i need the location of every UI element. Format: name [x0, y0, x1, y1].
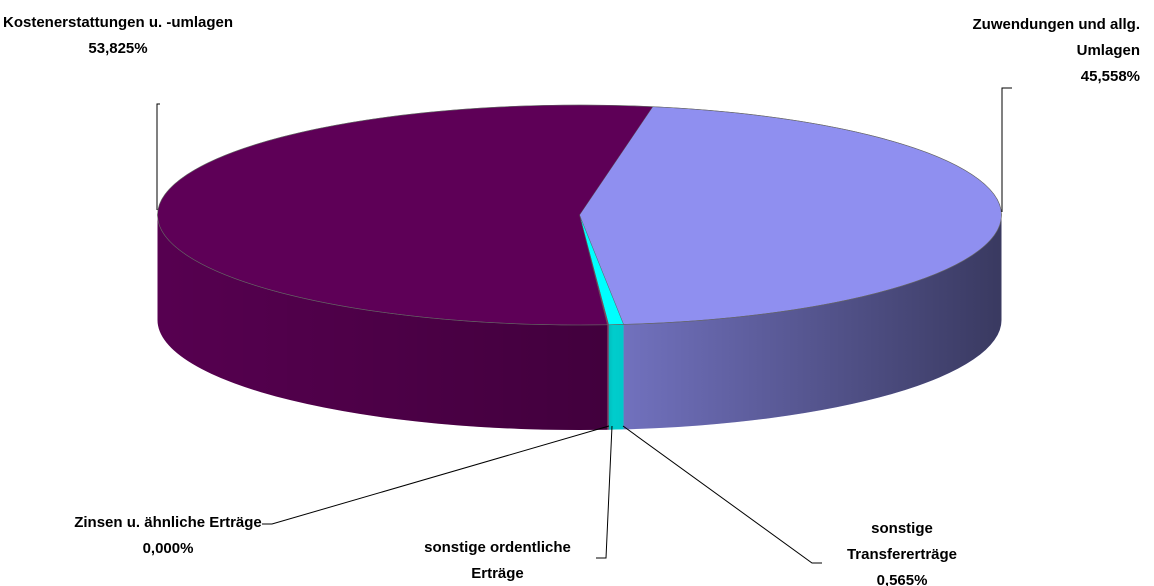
slice-label: Zinsen u. ähnliche Erträge 0,000%	[68, 510, 268, 562]
slice-side-shade	[608, 324, 624, 430]
leader-line	[596, 425, 613, 559]
value-label: 0,000%	[142, 540, 194, 557]
value-label: 45,558%	[1080, 68, 1140, 85]
category-label: sonstige Transfererträge	[846, 520, 958, 563]
leader-line	[262, 425, 610, 525]
slice-label: Zuwendungen und allg. Umlagen 45,558%	[920, 12, 1140, 90]
category-label: Zuwendungen und allg. Umlagen	[972, 16, 1140, 59]
slice-label: sonstige Transfererträge 0,565%	[822, 516, 982, 586]
value-label: 0,565%	[876, 572, 928, 586]
category-label: sonstige ordentliche Erträge	[424, 539, 571, 582]
value-label: 53,825%	[88, 40, 148, 57]
slice-side-shade	[623, 215, 1002, 430]
slice-label: Kostenerstattungen u. -umlagen 53,825%	[0, 10, 236, 62]
category-label: Kostenerstattungen u. -umlagen	[2, 14, 234, 31]
pie-outline	[157, 104, 1002, 326]
slice-side-shade	[157, 215, 608, 430]
category-label: Zinsen u. ähnliche Erträge	[74, 514, 262, 531]
slice-side-shade	[607, 324, 609, 430]
leader-line	[622, 425, 822, 564]
leader-line	[156, 103, 160, 210]
leader-line	[1001, 87, 1012, 212]
